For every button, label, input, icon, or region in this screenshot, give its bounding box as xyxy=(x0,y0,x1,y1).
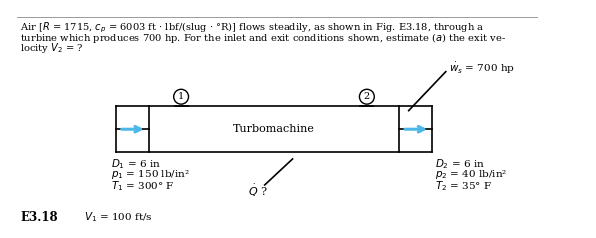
Text: $D_1$ = 6 in: $D_1$ = 6 in xyxy=(111,157,162,171)
Text: $\dot{Q}$ ?: $\dot{Q}$ ? xyxy=(249,182,268,199)
Text: Air [$R$ = 1715, $c_p$ = 6003 ft · lbf/(slug · °R)] flows steadily, as shown in : Air [$R$ = 1715, $c_p$ = 6003 ft · lbf/(… xyxy=(20,20,485,35)
Text: 1: 1 xyxy=(178,92,184,101)
Text: $D_2$ = 6 in: $D_2$ = 6 in xyxy=(434,157,485,171)
Text: $T_1$ = 300° F: $T_1$ = 300° F xyxy=(111,179,175,193)
Text: $T_2$ = 35° F: $T_2$ = 35° F xyxy=(434,179,492,193)
Text: $\dot{w}_s$ = 700 hp: $\dot{w}_s$ = 700 hp xyxy=(449,61,514,76)
Text: $V_1$ = 100 ft/s: $V_1$ = 100 ft/s xyxy=(83,210,153,224)
Text: E3.18: E3.18 xyxy=(20,211,58,224)
Text: turbine which produces 700 hp. For the inlet and exit conditions shown, estimate: turbine which produces 700 hp. For the i… xyxy=(20,31,507,45)
Text: Turbomachine: Turbomachine xyxy=(233,124,315,134)
Text: locity $V_2$ = ?: locity $V_2$ = ? xyxy=(20,41,84,55)
Bar xyxy=(148,106,399,152)
Text: $p_2$ = 40 lb/in²: $p_2$ = 40 lb/in² xyxy=(434,168,507,181)
Circle shape xyxy=(173,89,188,104)
Circle shape xyxy=(359,89,374,104)
Text: $p_1$ = 150 lb/in²: $p_1$ = 150 lb/in² xyxy=(111,168,190,181)
Text: 2: 2 xyxy=(364,92,370,101)
